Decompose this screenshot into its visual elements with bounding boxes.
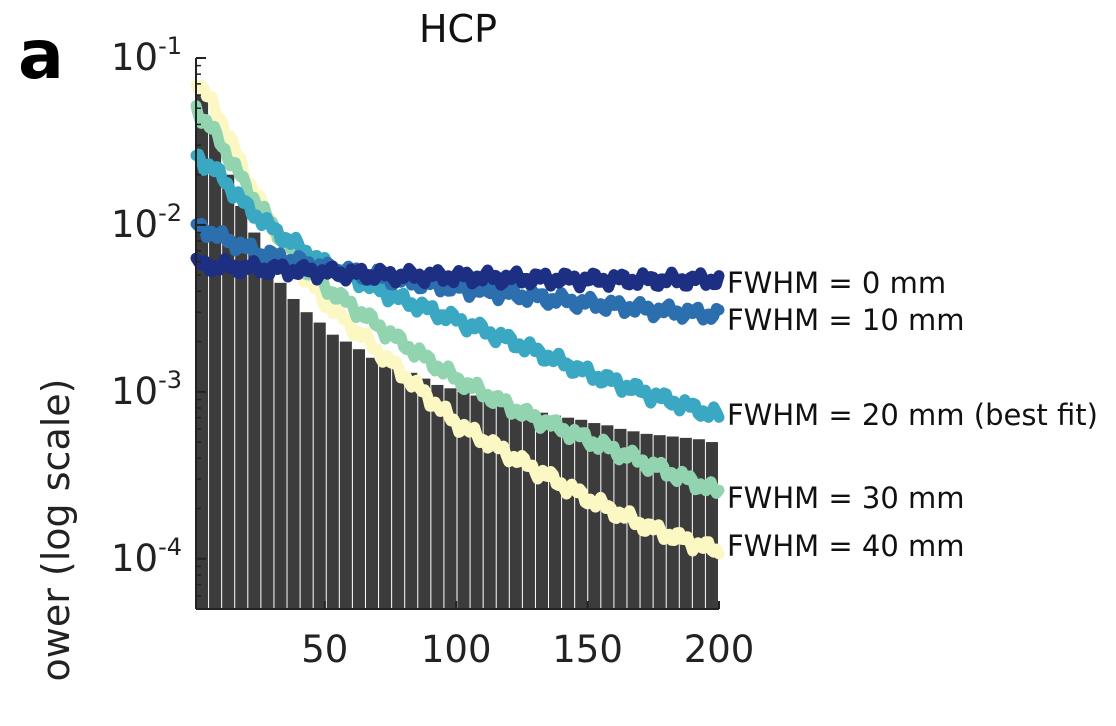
spectrum-bar [405, 372, 418, 609]
y-tick-label: 10-2 [111, 199, 182, 246]
x-tick-label: 150 [552, 628, 623, 671]
spectrum-bar [496, 403, 509, 609]
x-tick-label: 50 [301, 628, 348, 671]
spectrum-bar [588, 423, 601, 609]
spectrum-bar [235, 205, 248, 609]
spectrum-bar [313, 322, 326, 609]
spectrum-bar [326, 334, 339, 609]
y-tick-label: 10-4 [111, 533, 182, 580]
spectrum-bar [300, 312, 313, 609]
spectrum-bar [287, 298, 300, 609]
spectrum-bar [522, 409, 535, 609]
series-label-2: FWHM = 20 mm (best fit) [727, 398, 1098, 432]
series-label-1: FWHM = 10 mm [727, 303, 965, 337]
series-line-0 [190, 252, 725, 294]
spectrum-bar [666, 436, 679, 609]
spectrum-bar [431, 384, 444, 609]
spectrum-bar [392, 367, 405, 609]
series-label-3: FWHM = 30 mm [727, 481, 965, 515]
series-line-2 [190, 148, 725, 423]
spectrum-bar [705, 442, 718, 609]
spectrum-bar [679, 437, 692, 609]
bars-layer [196, 95, 718, 610]
spectrum-bar [483, 399, 496, 609]
spectrum-bar [365, 357, 379, 609]
panel-letter: a [18, 16, 64, 95]
spectrum-bar [352, 349, 365, 609]
spectrum-bar [549, 415, 562, 609]
spectrum-bar [209, 124, 222, 610]
y-tick-label: 10-3 [111, 366, 182, 413]
spectrum-bar [339, 341, 352, 609]
chart-title: HCP [418, 7, 498, 51]
spectrum-bar [274, 282, 287, 609]
spectrum-bar [379, 362, 392, 609]
spectrum-bar [575, 419, 588, 609]
x-tick-label: 100 [421, 628, 492, 671]
spectrum-bar [692, 439, 705, 609]
series-label-0: FWHM = 0 mm [727, 266, 946, 300]
spectrum-bar [444, 388, 457, 609]
spectrum-bar [457, 391, 470, 609]
spectrum-bar [562, 417, 575, 609]
spectrum-bar [601, 425, 614, 609]
spectrum-bar [418, 378, 431, 609]
spectrum-bar [222, 174, 235, 610]
spectrum-bar [261, 261, 274, 609]
spectrum-bar [535, 412, 549, 609]
axes-layer: 10-1 10-2 10-3 10-4 50 100 150 200 [111, 32, 754, 671]
series-label-4: FWHM = 40 mm [727, 529, 965, 563]
y-tick-label: 10-1 [111, 32, 182, 79]
spectrum-bar [470, 395, 483, 609]
lines-layer [190, 79, 725, 560]
spectrum-bar [248, 232, 261, 609]
spectrum-bar [509, 408, 522, 609]
x-tick-label: 200 [684, 628, 755, 671]
